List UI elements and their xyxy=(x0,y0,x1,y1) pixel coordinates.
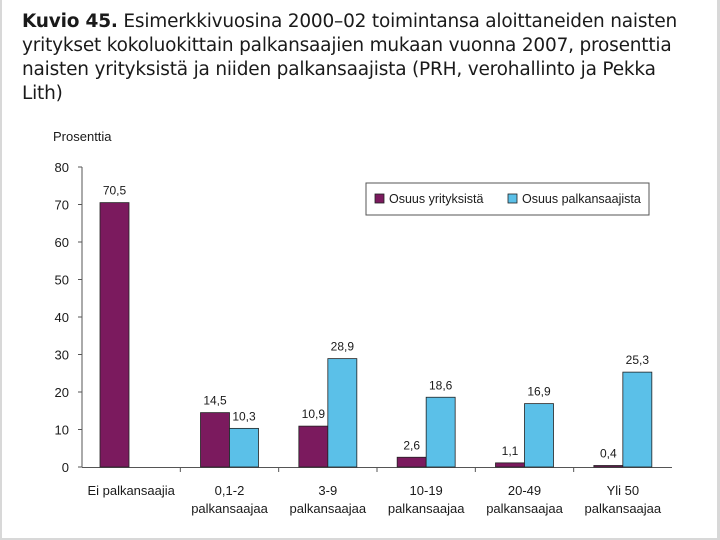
chart-title: Kuvio 45. Esimerkkivuosina 2000–02 toimi… xyxy=(22,10,692,106)
x-tick-label: 10-19 xyxy=(410,483,443,498)
x-tick-label: 3-9 xyxy=(318,483,337,498)
x-tick-label: palkansaajaa xyxy=(388,501,465,516)
y-tick-label: 30 xyxy=(55,348,69,363)
bar-osuus-palkansaajista xyxy=(524,403,554,468)
bars: 70,5 14,5 10,9 2,6 1,1 0,4 10,3 28,9 18,6 16,9 25,… xyxy=(99,184,653,468)
x-tick-label: 20-49 xyxy=(508,483,541,498)
legend-swatch xyxy=(374,193,385,204)
data-label: 1,1 xyxy=(502,444,519,458)
axes: 0 10 20 30 40 50 60 70 80 Ei palkansaajia 0,1-2 pal… xyxy=(55,160,672,516)
slide-frame-bottom xyxy=(0,538,720,540)
data-label: 2,6 xyxy=(403,438,420,452)
y-tick-label: 80 xyxy=(55,160,69,175)
y-tick-label: 40 xyxy=(55,310,69,325)
y-tick-label: 70 xyxy=(55,198,69,213)
legend-swatch xyxy=(507,193,518,204)
caption-label: Kuvio 45. xyxy=(22,11,118,32)
y-tick-label: 60 xyxy=(55,235,69,250)
bar-osuus-palkansaajista xyxy=(425,396,456,468)
bar-osuus-palkansaajista xyxy=(327,358,358,468)
data-label: 10,9 xyxy=(302,407,326,421)
legend-entry: Osuus palkansaajista xyxy=(522,192,641,206)
y-tick-label: 20 xyxy=(55,385,69,400)
slide-frame-right xyxy=(717,0,720,540)
bar-osuus-yrityksista xyxy=(200,412,230,468)
data-label: 14,5 xyxy=(203,394,227,408)
x-tick-label: palkansaajaa xyxy=(585,501,662,516)
bar-osuus-palkansaajista xyxy=(622,371,653,468)
x-tick-label: 0,1-2 xyxy=(215,483,245,498)
y-tick-label: 50 xyxy=(55,273,69,288)
bar-osuus-yrityksista xyxy=(99,202,130,468)
slide-frame-left xyxy=(0,0,2,540)
y-tick-label: 10 xyxy=(55,423,69,438)
bar-osuus-yrityksista xyxy=(593,465,624,468)
y-axis-label: Prosenttia xyxy=(53,129,112,144)
bar-osuus-yrityksista xyxy=(396,456,427,468)
caption-text: Esimerkkivuosina 2000–02 toimintansa alo… xyxy=(22,11,678,104)
data-label: 70,5 xyxy=(103,184,127,198)
data-label: 28,9 xyxy=(331,340,355,354)
x-tick-label: palkansaajaa xyxy=(290,501,367,516)
data-label: 0,4 xyxy=(600,447,617,461)
data-label: 25,3 xyxy=(626,353,650,367)
y-tick-label: 0 xyxy=(62,460,69,475)
legend-box xyxy=(365,182,650,216)
bar-osuus-yrityksista xyxy=(495,462,525,468)
x-tick-label: palkansaajaa xyxy=(191,501,268,516)
data-label: 18,6 xyxy=(429,378,453,392)
x-tick-label: Yli 50 xyxy=(607,483,640,498)
legend: Osuus yrityksistä Osuus palkansaajista xyxy=(365,182,650,216)
data-label: 10,3 xyxy=(232,409,256,423)
legend-entry: Osuus yrityksistä xyxy=(389,192,484,206)
bar-osuus-yrityksista xyxy=(298,425,329,468)
x-tick-label: Ei palkansaajia xyxy=(87,483,175,498)
bar-osuus-palkansaajista xyxy=(229,427,259,468)
data-label: 16,9 xyxy=(527,385,551,399)
x-tick-label: palkansaajaa xyxy=(486,501,563,516)
